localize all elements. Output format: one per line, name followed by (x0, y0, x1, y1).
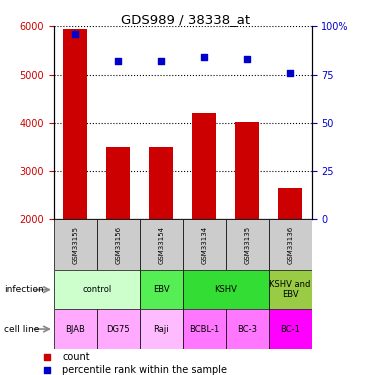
Point (287, 70, 293, 76)
Point (244, 56, 250, 62)
Point (201, 54, 207, 60)
Text: KSHV and
EBV: KSHV and EBV (269, 280, 311, 299)
Point (278, 315, 284, 321)
Text: GSM33134: GSM33134 (201, 226, 207, 264)
Text: GSM33154: GSM33154 (158, 226, 164, 264)
Bar (278, 188, 302, 219)
Bar (97, 309, 140, 349)
Text: Raji: Raji (154, 324, 169, 334)
Bar (54, 219, 97, 270)
Bar (140, 270, 183, 309)
Bar (226, 309, 269, 349)
Bar (226, 219, 269, 270)
Bar (183, 270, 269, 309)
Bar (269, 219, 312, 270)
Point (158, 58, 164, 64)
Text: BC-3: BC-3 (237, 324, 257, 334)
Text: GSM33155: GSM33155 (72, 226, 78, 264)
Text: cell line: cell line (4, 324, 39, 334)
Text: GSM33156: GSM33156 (115, 226, 121, 264)
Point (115, 58, 121, 64)
Bar (140, 219, 183, 270)
Bar (183, 309, 226, 349)
Text: BC-1: BC-1 (280, 324, 300, 334)
Text: BJAB: BJAB (65, 324, 85, 334)
Text: GSM33136: GSM33136 (287, 226, 293, 264)
Bar (183, 219, 226, 270)
Text: percentile rank within the sample: percentile rank within the sample (62, 365, 227, 375)
Bar (193, 113, 216, 219)
Bar (235, 122, 259, 219)
Bar (150, 147, 173, 219)
Text: DG75: DG75 (106, 324, 130, 334)
Text: control: control (82, 285, 111, 294)
Bar (269, 270, 312, 309)
Bar (140, 309, 183, 349)
Text: KSHV: KSHV (214, 285, 237, 294)
Point (278, 194, 284, 200)
Text: infection: infection (4, 285, 43, 294)
Bar (106, 147, 130, 219)
Bar (97, 219, 140, 270)
Text: EBV: EBV (153, 285, 170, 294)
Bar (63, 28, 87, 219)
Text: count: count (62, 352, 90, 362)
Point (72, 31, 78, 37)
Text: GDS989 / 38338_at: GDS989 / 38338_at (121, 13, 250, 26)
Bar (54, 309, 97, 349)
Text: GSM33135: GSM33135 (244, 226, 250, 264)
Text: BCBL-1: BCBL-1 (189, 324, 219, 334)
Bar (54, 270, 140, 309)
Bar (269, 309, 312, 349)
